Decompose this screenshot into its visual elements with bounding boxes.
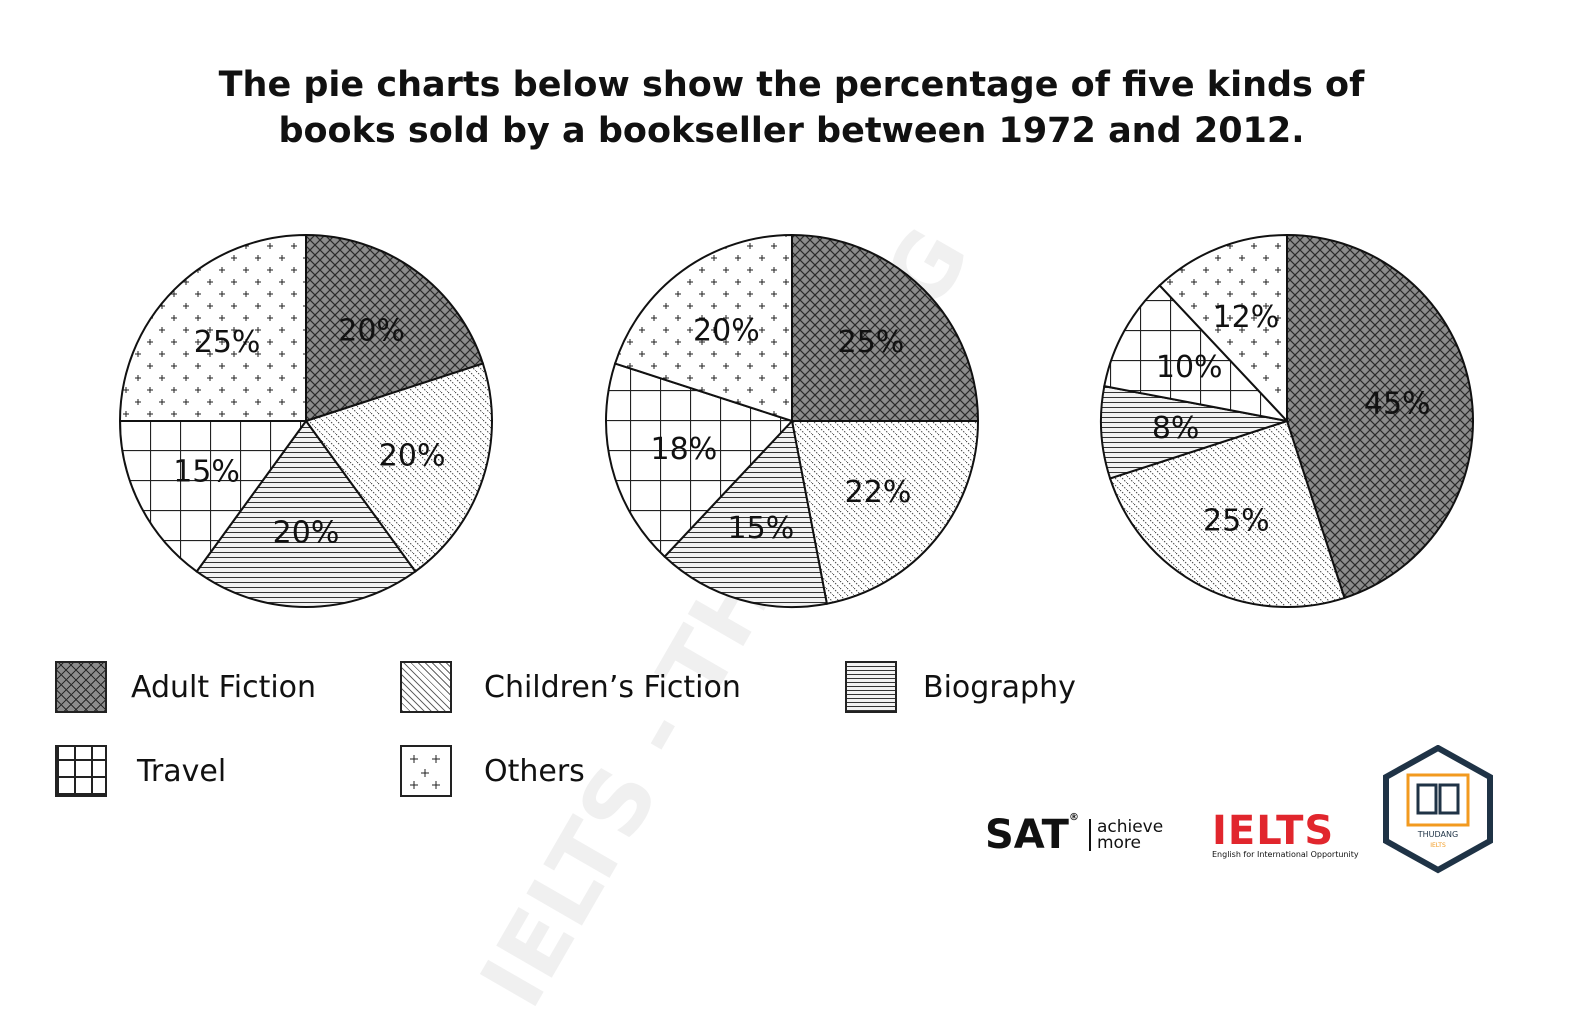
ielts-logo-text: IELTS [1212, 808, 1335, 854]
title-line-1: The pie charts below show the percentage… [218, 65, 1365, 105]
sat-tagline-line-2: more [1096, 833, 1141, 853]
pie-1-label-childrens-fiction: 20% [379, 438, 446, 473]
pie-charts: 20% 20% 20% 15% 25% 25% 22% 15% 18% 20% 45% 25% 8% 10… [118, 233, 1474, 608]
pie-3-slice-childrens-fiction [1108, 419, 1346, 608]
sat-tagline-line-1: achieve [1096, 817, 1164, 837]
pie-3-slice-travel [1103, 283, 1290, 423]
pie-3-label-others: 12% [1213, 300, 1280, 335]
pie-2-slice-others [613, 233, 793, 423]
badge-text: THUDANG [1417, 830, 1458, 839]
pie-2-label-childrens-fiction: 22% [845, 475, 912, 510]
sat-logo: SAT® achieve more [985, 812, 1163, 858]
pie-3-label-travel: 10% [1156, 350, 1223, 385]
sat-registered-mark: ® [1068, 812, 1079, 823]
pie-1-slice-travel [118, 420, 308, 573]
pie-2-slice-biography [663, 418, 829, 608]
ielts-tagline: English for International Opportunity [1212, 850, 1359, 859]
pie-3-slice-biography [1100, 384, 1288, 480]
pie-3-label-adult-fiction: 45% [1364, 387, 1431, 422]
pie-1-slice-others [118, 233, 307, 422]
thudang-badge-logo: THUDANG IELTS [1383, 745, 1493, 874]
pie-1-label-others: 25% [194, 325, 261, 360]
pie-3-slice-others [1158, 233, 1288, 424]
pie-2-label-adult-fiction: 25% [838, 325, 905, 360]
pie-2-slice-childrens-fiction [790, 420, 980, 605]
pie-2-slice-travel [605, 362, 794, 559]
title-line-2: books sold by a bookseller between 1972 … [278, 111, 1305, 151]
pie-2-label-others: 20% [693, 314, 760, 349]
pie-1-slice-biography [195, 419, 417, 608]
pie-2-label-travel: 18% [651, 432, 718, 467]
pie-2-label-biography: 15% [728, 511, 795, 546]
pie-1-label-travel: 15% [173, 455, 240, 490]
badge-subtext: IELTS [1430, 842, 1446, 849]
pie-3-label-childrens-fiction: 25% [1203, 503, 1270, 538]
ielts-logo: IELTS English for International Opportun… [1212, 808, 1359, 859]
pie-3-slice-adult-fiction [1286, 233, 1474, 600]
pie-2-slice-adult-fiction [791, 233, 980, 422]
pie-1-label-adult-fiction: 20% [338, 314, 405, 349]
sat-tagline: achieve more [1088, 817, 1164, 853]
pie-1-slice-adult-fiction [305, 233, 485, 423]
sat-logo-text: SAT® [985, 812, 1079, 858]
chart-title: The pie charts below show the percentage… [0, 62, 1583, 154]
pie-3-label-biography: 8% [1152, 411, 1200, 446]
pie-1-label-biography: 20% [273, 516, 340, 551]
pie-1-slice-childrens-fiction [304, 362, 493, 573]
